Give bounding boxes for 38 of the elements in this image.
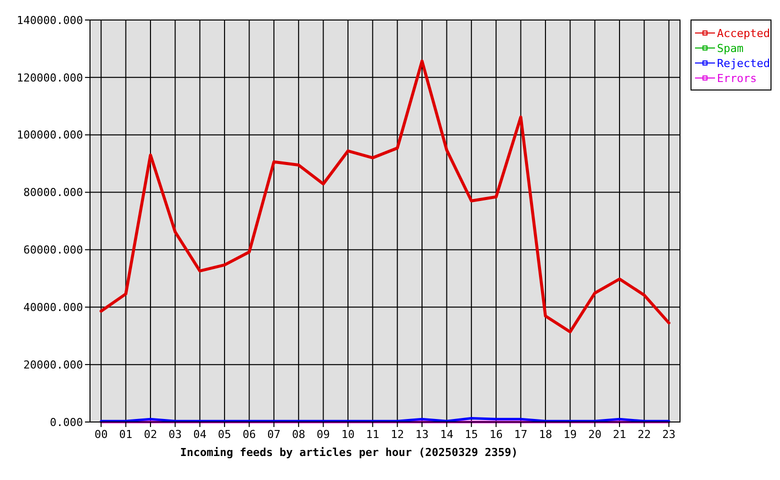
- x-tick-label: 01: [119, 428, 132, 441]
- line-series: [100, 60, 670, 334]
- y-tick-label: 40000.000: [23, 300, 83, 314]
- x-axis-title: Incoming feeds by articles per hour (20250329 2359): [180, 446, 518, 459]
- x-tick-label: 16: [489, 428, 503, 441]
- legend-label: Rejected: [717, 56, 770, 70]
- x-tick-label: 11: [366, 428, 380, 441]
- x-tick-label: 06: [242, 428, 256, 441]
- legend-label: Spam: [717, 42, 744, 55]
- x-tick-label: 10: [341, 428, 355, 441]
- y-tick-label: 100000.000: [16, 128, 83, 142]
- x-tick-label: 17: [514, 428, 528, 441]
- x-tick-label: 12: [390, 428, 404, 441]
- x-tick-label: 08: [292, 428, 306, 441]
- x-tick-label: 20: [588, 428, 602, 441]
- x-tick-label: 18: [538, 428, 552, 441]
- x-tick-label: 05: [218, 428, 232, 441]
- x-tick-label: 03: [168, 428, 182, 441]
- x-tick-label: 21: [612, 428, 626, 441]
- x-tick-label: 02: [144, 428, 158, 441]
- y-tick-label: 0.000: [50, 416, 83, 429]
- legend-label: Accepted: [717, 26, 770, 40]
- x-tick-label: 23: [662, 428, 676, 441]
- x-tick-label: 07: [267, 428, 281, 441]
- x-tick-label: 13: [415, 428, 429, 441]
- x-tick-label: 09: [316, 428, 330, 441]
- x-tick-label: 15: [464, 428, 478, 441]
- y-tick-label: 20000.000: [23, 358, 83, 372]
- x-tick-label: 04: [193, 428, 207, 441]
- y-tick-label: 140000.000: [16, 14, 83, 27]
- x-tick-label: 19: [564, 428, 577, 441]
- y-tick-label: 80000.000: [23, 186, 83, 200]
- x-tick-label: 14: [440, 428, 454, 441]
- y-tick-label: 60000.000: [23, 244, 83, 257]
- y-tick-label: 120000.000: [16, 71, 83, 84]
- legend-label: Errors: [717, 72, 757, 85]
- x-tick-label: 00: [94, 428, 108, 441]
- x-tick-label: 22: [638, 428, 651, 441]
